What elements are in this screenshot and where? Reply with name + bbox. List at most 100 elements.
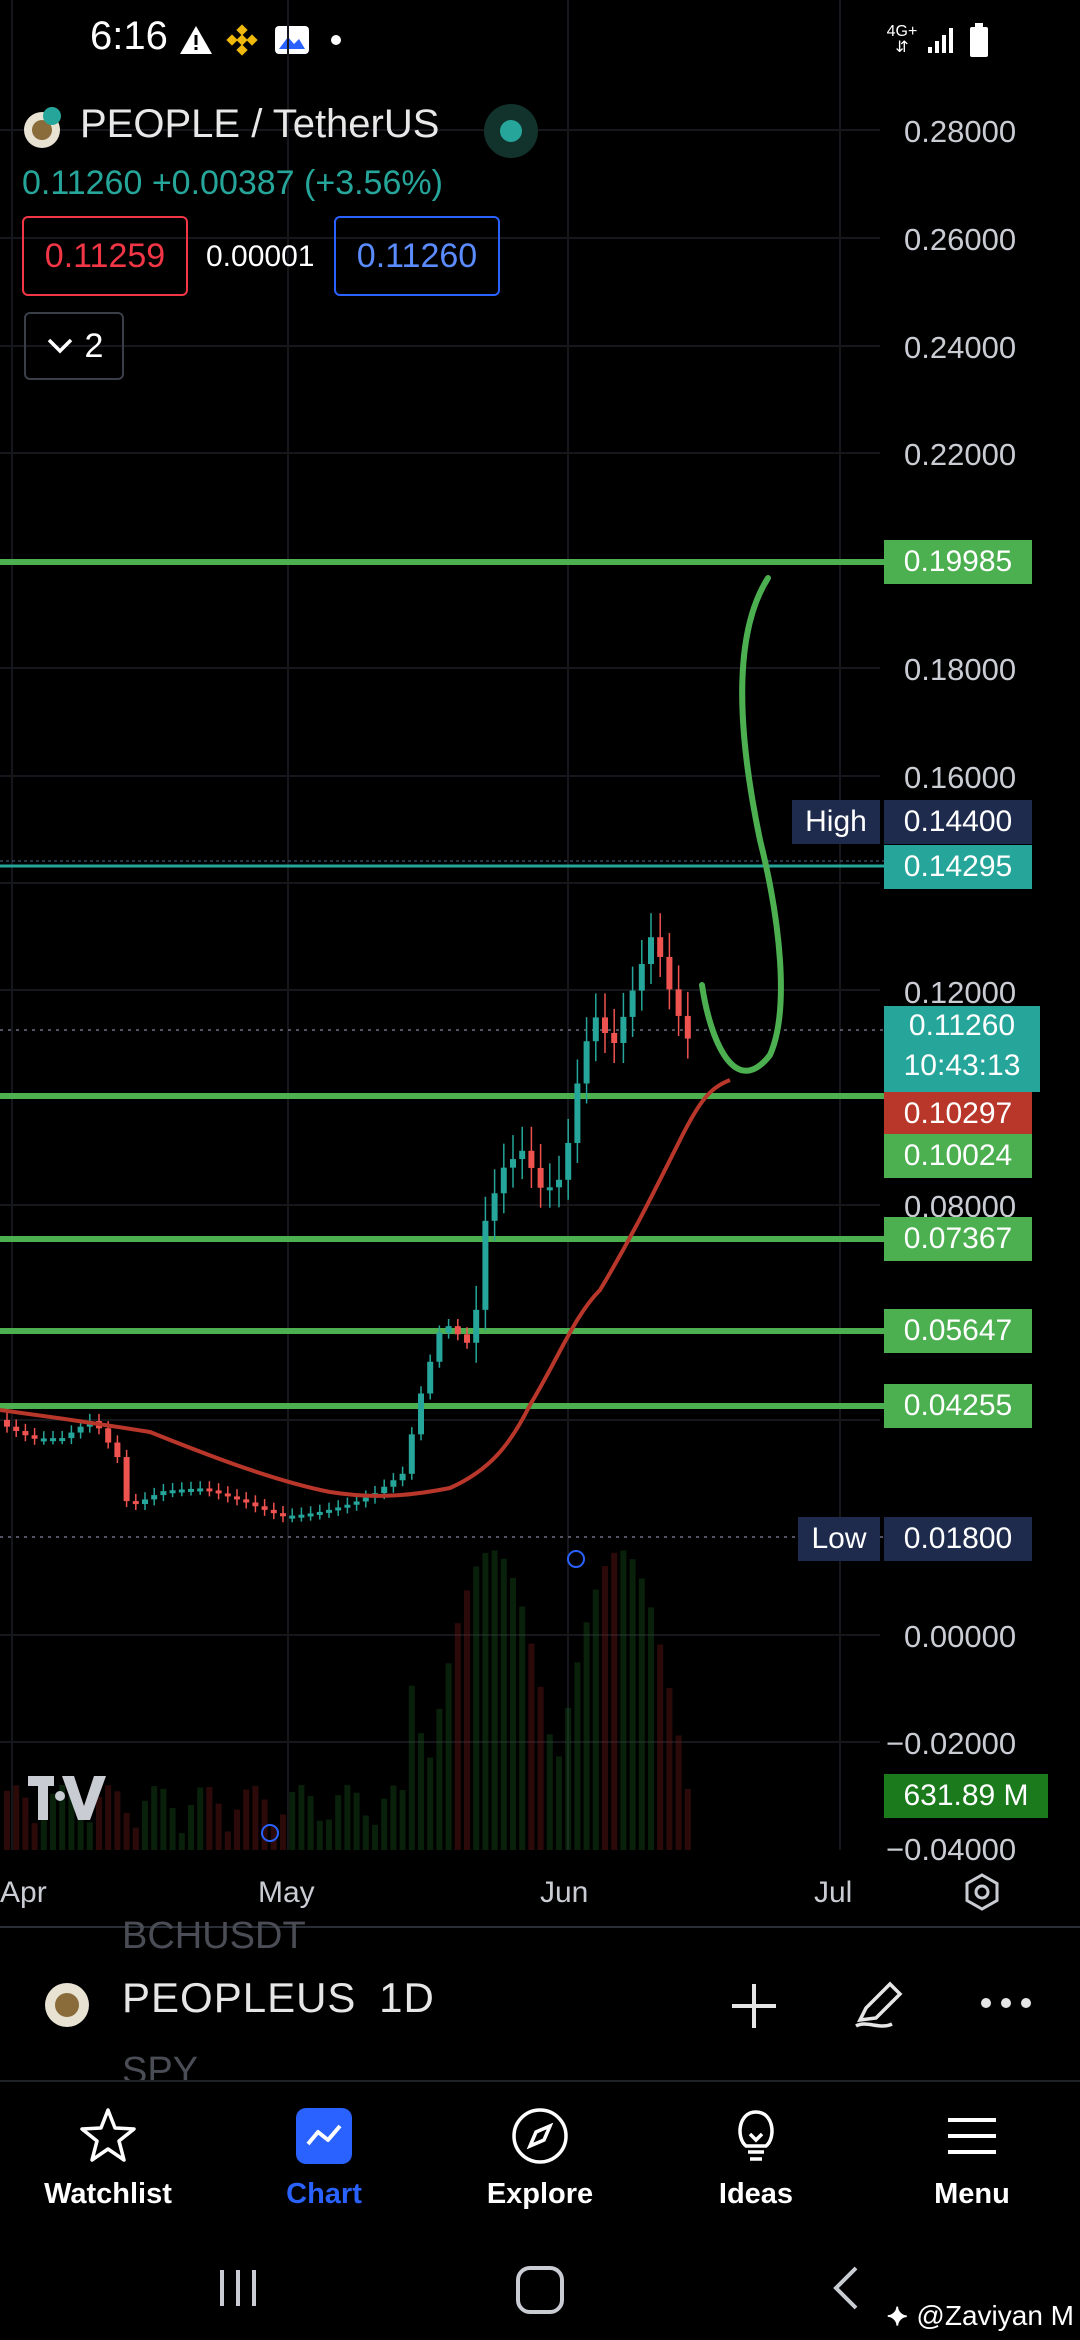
price-tag: 0.19985	[884, 540, 1032, 584]
volume-bar	[583, 1622, 590, 1850]
volume-bar	[666, 1687, 673, 1850]
candle-body	[114, 1442, 121, 1458]
volume-bar	[316, 1820, 323, 1850]
candle-body	[270, 1509, 277, 1514]
volume-bar	[592, 1589, 599, 1850]
buy-price-button[interactable]: 0.11260	[334, 216, 500, 296]
candle-body	[142, 1499, 148, 1505]
previous-symbol[interactable]: BCHUSDT	[122, 1915, 306, 1957]
volume-bar	[436, 1708, 443, 1850]
volume-bar	[22, 1797, 29, 1850]
drawing-tools-icon[interactable]	[850, 1974, 910, 2034]
volume-bar	[261, 1799, 268, 1850]
volume-bar	[648, 1607, 654, 1850]
nav-label: Chart	[286, 2178, 362, 2210]
candle-body	[629, 990, 636, 1017]
candle-body	[510, 1159, 516, 1168]
chart-settings-icon[interactable]	[962, 1872, 1002, 1912]
candle-body	[602, 1017, 608, 1033]
volume-bar	[105, 1785, 112, 1850]
volume-bar	[123, 1812, 130, 1850]
hand-drawn-arc	[699, 575, 784, 1074]
system-navigation	[0, 2240, 1080, 2340]
nav-label: Menu	[934, 2178, 1010, 2210]
candle-body	[464, 1334, 470, 1343]
candle-body	[206, 1488, 213, 1492]
candle-body	[482, 1220, 489, 1310]
candle-body	[500, 1167, 507, 1194]
indicators-toggle-button[interactable]: 2	[24, 312, 124, 380]
candle-body	[22, 1431, 29, 1436]
nav-ideas[interactable]: Ideas	[648, 2082, 864, 2242]
volume-bar	[197, 1787, 204, 1850]
volume-bar	[215, 1803, 222, 1850]
watermark: ⯌ @Zaviyan M	[887, 2300, 1074, 2333]
volume-bar	[4, 1790, 10, 1850]
nav-watchlist[interactable]: Watchlist	[0, 2082, 216, 2242]
star-icon	[80, 2108, 136, 2162]
add-icon[interactable]	[728, 1980, 780, 2032]
volume-bar	[454, 1623, 461, 1850]
axis-label: 0.18000	[904, 652, 1017, 687]
volume-bars	[4, 1550, 691, 1850]
volume-bar	[142, 1800, 148, 1850]
date-label: Jun	[540, 1876, 589, 1909]
high-value: 0.14400	[884, 800, 1032, 844]
home-icon[interactable]	[514, 2264, 566, 2316]
last-price: 0.11260	[908, 1009, 1016, 1042]
coin-logo-icon	[20, 106, 64, 150]
nav-menu[interactable]: Menu	[864, 2082, 1080, 2242]
back-icon[interactable]	[826, 2264, 866, 2312]
interval-button[interactable]: 1D	[379, 1974, 435, 2021]
volume-bar	[546, 1734, 553, 1850]
candle-body	[408, 1434, 415, 1474]
candle-body	[473, 1309, 480, 1343]
volume-bar	[307, 1795, 314, 1850]
volume-bar	[40, 1817, 47, 1850]
market-status-icon[interactable]	[484, 104, 538, 158]
axis-label: 0.00000	[904, 1619, 1017, 1654]
candle-body	[13, 1426, 20, 1432]
volume-bar	[335, 1795, 342, 1850]
price-change: 0.11260 +0.00387 (+3.56%)	[22, 164, 443, 202]
price-tag: 0.10024	[884, 1134, 1032, 1178]
volume-bar	[298, 1785, 305, 1850]
pair-title[interactable]: PEOPLE / TetherUS	[80, 102, 440, 146]
candle-body	[224, 1493, 231, 1497]
volume-bar	[574, 1662, 581, 1850]
candle-body	[565, 1142, 572, 1180]
sell-price-button[interactable]: 0.11259	[22, 216, 188, 296]
more-icon[interactable]	[978, 1990, 1034, 2016]
chevron-down-icon	[47, 338, 72, 354]
volume-bar	[234, 1809, 240, 1850]
gallery-icon	[272, 22, 312, 58]
axis-label: −0.04000	[886, 1832, 1017, 1867]
volume-bar	[519, 1606, 526, 1850]
recent-apps-icon[interactable]	[214, 2264, 262, 2312]
candle-body	[592, 1017, 599, 1042]
diamond-icon: ⯌	[886, 2300, 909, 2331]
nav-chart[interactable]: Chart	[216, 2082, 432, 2242]
dot-icon	[326, 22, 346, 58]
volume-bar	[77, 1817, 84, 1850]
high-label: High	[792, 800, 880, 844]
axis-label: 0.28000	[904, 114, 1017, 149]
nav-explore[interactable]: Explore	[432, 2082, 648, 2242]
candle-body	[188, 1488, 194, 1492]
symbol-search[interactable]: PEOPLEUS 1D	[122, 1974, 435, 2022]
nav-label: Ideas	[718, 2178, 794, 2210]
candle-body	[362, 1497, 369, 1502]
date-label: May	[258, 1876, 315, 1909]
volume-bar	[114, 1791, 121, 1850]
volume-bar	[96, 1796, 102, 1850]
volume-bar	[657, 1644, 664, 1850]
candle-body	[390, 1480, 397, 1487]
volume-bar	[188, 1804, 194, 1850]
compass-icon	[512, 2108, 568, 2164]
price-chart[interactable]	[0, 0, 1080, 1930]
volume-bar	[418, 1733, 424, 1850]
last-price-tag: 0.11260 10:43:13	[884, 1006, 1040, 1092]
candle-body	[436, 1332, 443, 1362]
nav-label: Watchlist	[44, 2178, 172, 2210]
candlesticks	[4, 913, 691, 1523]
